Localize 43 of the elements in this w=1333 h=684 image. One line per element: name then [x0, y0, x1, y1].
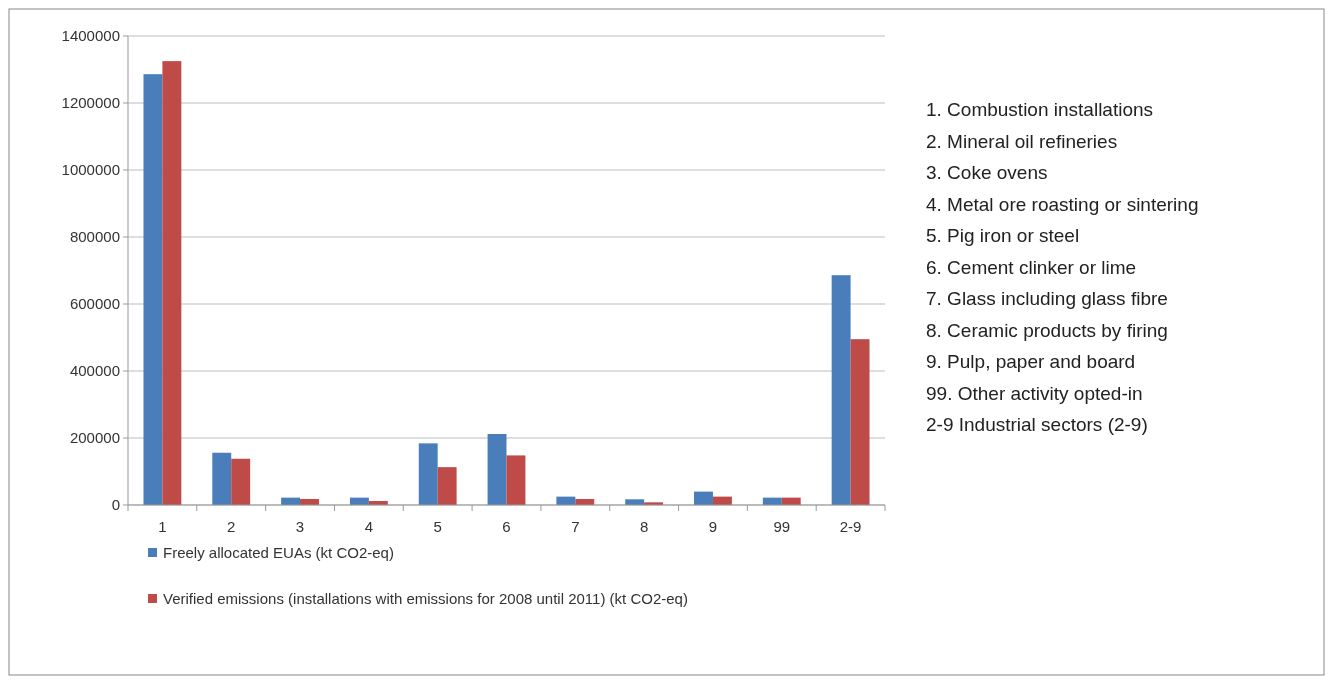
x-tick-label: 2 [227, 518, 236, 535]
text: 6. Cement clinker or lime [926, 256, 1137, 278]
bar [162, 61, 182, 505]
y-tick-label: 200000 [69, 429, 120, 447]
text: 7. Glass including glass fibre [926, 288, 1168, 309]
y-tick-label: 1200000 [61, 94, 120, 112]
x-tick-label: 1 [158, 518, 167, 535]
text: 1. Combustion installations [926, 99, 1154, 120]
legend-label: Freely allocated EUAs (kt CO2-eq) [163, 544, 394, 561]
bar [487, 433, 507, 505]
x-tick-label: 5 [433, 518, 442, 535]
bar [850, 339, 870, 505]
bar [212, 452, 232, 505]
bar [418, 443, 438, 505]
legend-label: Verified emissions (installations with emissions for 2008 until 2011) (kt CO2-eq) [163, 590, 688, 607]
bar [694, 491, 713, 505]
y-tick-label: 1000000 [61, 161, 120, 179]
y-tick-label: 1400000 [61, 27, 120, 45]
bar [437, 467, 457, 505]
x-tick-label: 99 [773, 518, 791, 535]
x-tick-label: 9 [708, 518, 718, 535]
text: 2. Mineral oil refineries [926, 130, 1118, 152]
bar [143, 74, 163, 505]
text: 9. Pulp, paper and board [926, 351, 1136, 372]
text: 99. Other activity opted-in [926, 382, 1143, 404]
x-tick-label: 4 [364, 518, 374, 535]
bar [231, 458, 251, 505]
x-tick-label: 7 [571, 518, 580, 535]
y-tick-label: 600000 [69, 295, 120, 313]
bar [506, 455, 526, 505]
text: 4. Metal ore roasting or sintering [926, 193, 1199, 215]
y-tick-label: 800000 [69, 228, 120, 246]
text: 3. Coke ovens [926, 162, 1048, 183]
x-tick-label: 8 [639, 518, 649, 535]
y-tick-label: 400000 [69, 362, 120, 380]
text: 5. Pig iron or steel [926, 225, 1080, 246]
text: 8. Ceramic products by firing [926, 319, 1168, 341]
x-tick-label: 2-9 [839, 518, 862, 535]
x-tick-label: 3 [295, 518, 305, 535]
y-tick-label: 0 [111, 496, 120, 514]
text: 2-9 Industrial sectors (2-9) [926, 414, 1148, 435]
x-tick-label: 6 [502, 518, 511, 535]
bar [831, 275, 851, 505]
